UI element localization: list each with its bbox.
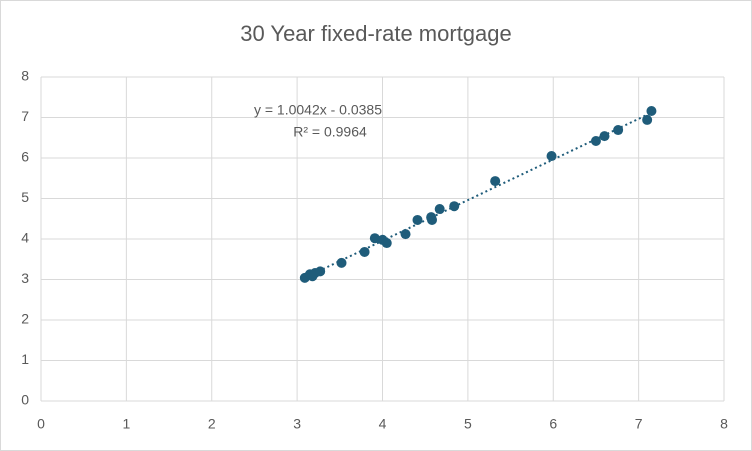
y-tick-label: 6 [21, 149, 29, 165]
point [449, 201, 460, 212]
y-tick-label: 4 [21, 230, 29, 246]
y-tick-label: 7 [21, 108, 29, 124]
point [434, 204, 445, 215]
x-tick-label: 6 [549, 416, 557, 432]
x-tick-label: 1 [122, 416, 130, 432]
trendline [304, 111, 652, 279]
point [490, 176, 501, 187]
x-tick-label: 7 [635, 416, 643, 432]
point [359, 246, 370, 257]
point [546, 150, 557, 161]
y-tick-label: 2 [21, 311, 29, 327]
x-tick-label: 4 [379, 416, 387, 432]
point [642, 114, 653, 125]
y-tick-label: 3 [21, 270, 29, 286]
point [315, 266, 326, 277]
point [381, 238, 392, 249]
point [590, 135, 601, 146]
point [336, 257, 347, 268]
point [613, 125, 624, 136]
chart-title: 30 Year fixed-rate mortgage [240, 21, 512, 46]
point [412, 214, 423, 225]
point [646, 106, 657, 117]
point [427, 214, 438, 225]
point [369, 233, 380, 244]
x-tick-label: 8 [720, 416, 728, 432]
marks [299, 106, 657, 283]
x-tick-label: 3 [293, 416, 301, 432]
y-tick-label: 1 [21, 351, 29, 367]
y-tick-label: 8 [21, 68, 29, 84]
x-tick-label: 2 [208, 416, 216, 432]
point [599, 131, 610, 142]
trendline-r-squared: R² = 0.9964 [293, 124, 367, 140]
x-tick-label: 0 [37, 416, 45, 432]
trendline-equation: y = 1.0042x - 0.0385 [254, 102, 382, 118]
point [400, 229, 411, 240]
y-tick-label: 0 [21, 392, 29, 408]
y-tick-label: 5 [21, 189, 29, 205]
x-tick-label: 5 [464, 416, 472, 432]
